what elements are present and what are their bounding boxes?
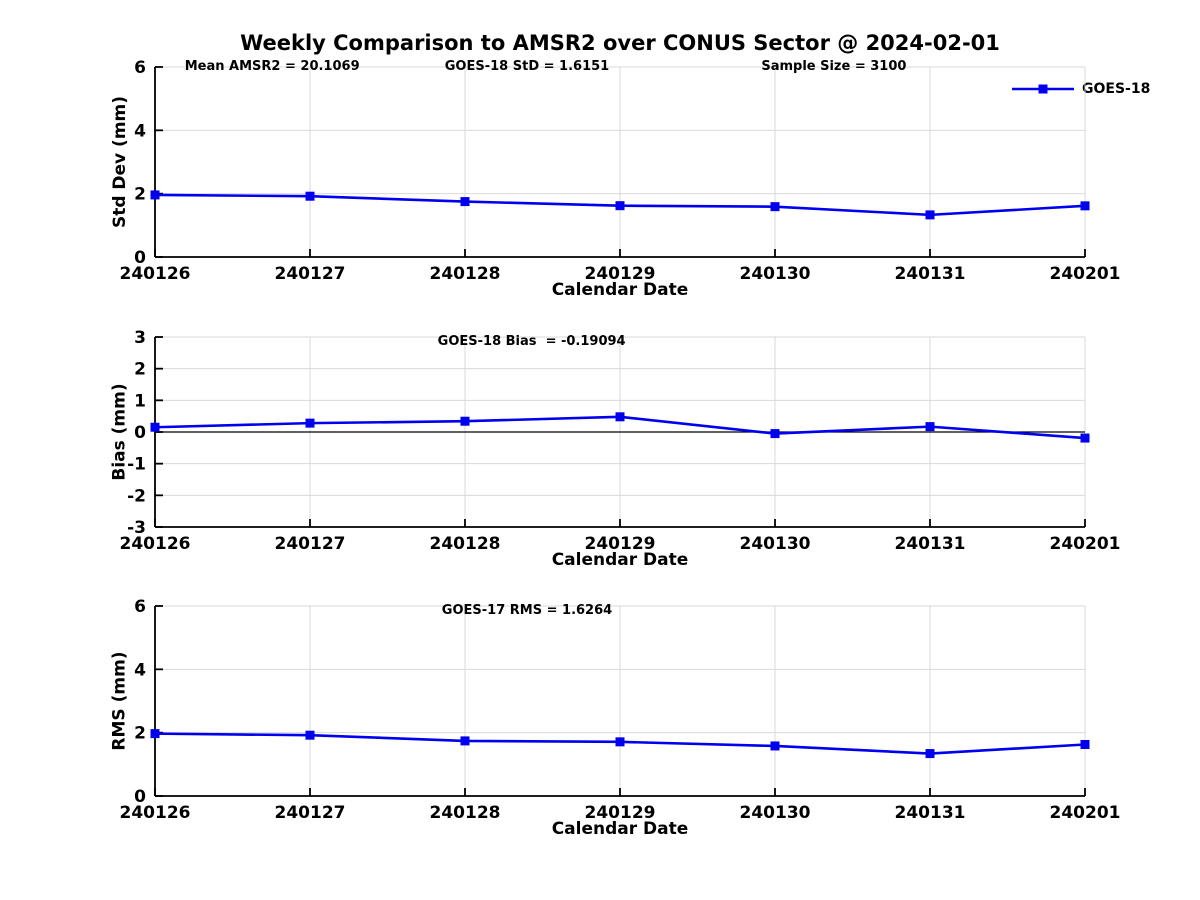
y-axis-label: Std Dev (mm) — [110, 95, 131, 229]
rms-chart: RMS (mm) 0 2 4 6 240126 240127 240128 240129 240… — [110, 597, 1121, 839]
annotation: Mean AMSR2 = 20.1069 — [185, 59, 360, 74]
data-point-marker — [615, 201, 625, 211]
data-point-marker — [460, 416, 470, 426]
y-tick-label: 2 — [134, 360, 146, 380]
x-tick-label: 240128 — [430, 803, 501, 823]
y-tick-label: -3 — [127, 518, 146, 538]
x-tick-label: 240131 — [895, 803, 966, 823]
x-tick-label: 240201 — [1050, 534, 1121, 554]
y-axis-label: RMS (mm) — [110, 651, 131, 751]
x-tick-label: 240130 — [740, 264, 811, 284]
x-axis-label: Calendar Date — [551, 550, 689, 570]
data-point-marker — [925, 210, 935, 220]
x-axis-label: Calendar Date — [551, 819, 689, 839]
y-tick-label: 6 — [134, 58, 146, 78]
y-tick-label: 0 — [134, 423, 146, 443]
data-point-marker — [925, 422, 935, 432]
legend: GOES-18 — [1012, 81, 1150, 97]
data-point-marker — [925, 749, 935, 759]
data-point-marker — [615, 737, 625, 747]
x-tick-label: 240127 — [275, 264, 346, 284]
x-tick-label: 240126 — [120, 803, 191, 823]
rms-plot-area: 0 2 4 6 240126 240127 240128 240129 240130 240131… — [120, 597, 1121, 823]
bias-plot-area: -3 -2 -1 0 1 2 3 240126 240127 240128 240129 240130… — [120, 328, 1121, 554]
x-tick-label: 240129 — [585, 534, 656, 554]
x-tick-label: 240131 — [895, 534, 966, 554]
data-point-marker — [770, 202, 780, 212]
data-point-marker — [770, 429, 780, 439]
y-axis-label-wrap: RMS (mm) — [100, 606, 140, 796]
data-point-marker — [305, 418, 315, 428]
y-tick-label: -1 — [127, 455, 146, 475]
x-tick-label: 240126 — [120, 534, 191, 554]
data-point-marker — [770, 741, 780, 751]
x-tick-label: 240130 — [740, 803, 811, 823]
x-axis-label: Calendar Date — [551, 280, 689, 300]
data-point-marker — [460, 197, 470, 207]
x-tick-label: 240129 — [585, 264, 656, 284]
y-tick-label: 6 — [134, 597, 146, 617]
data-point-marker — [150, 729, 160, 739]
y-tick-label: 0 — [134, 248, 146, 268]
figure-title: Weekly Comparison to AMSR2 over CONUS Se… — [240, 31, 1000, 55]
annotation: GOES-18 StD = 1.6151 — [445, 59, 609, 74]
x-tick-label: 240127 — [275, 803, 346, 823]
data-point-marker — [1080, 433, 1090, 443]
data-point-marker — [1080, 739, 1090, 749]
x-tick-label: 240201 — [1050, 803, 1121, 823]
data-point-marker — [1080, 201, 1090, 211]
data-point-marker — [305, 191, 315, 201]
data-point-marker — [150, 422, 160, 432]
x-tick-label: 240127 — [275, 534, 346, 554]
y-axis-label-wrap: Std Dev (mm) — [100, 67, 140, 257]
legend-line-marker-icon — [1012, 84, 1074, 94]
x-tick-label: 240128 — [430, 534, 501, 554]
y-tick-label: -2 — [127, 486, 146, 506]
x-tick-label: 240131 — [895, 264, 966, 284]
legend-label: GOES-18 — [1082, 81, 1151, 97]
x-tick-label: 240126 — [120, 264, 191, 284]
x-tick-label: 240130 — [740, 534, 811, 554]
x-tick-label: 240201 — [1050, 264, 1121, 284]
annotation: Sample Size = 3100 — [761, 59, 906, 74]
std-dev-plot-area: 0 2 4 6 240126 240127 240128 240129 240130 240131… — [120, 58, 1121, 284]
bias-chart: Bias (mm) -3 -2 -1 0 1 2 3 240126 240127 240128 24… — [110, 328, 1121, 570]
y-tick-label: 1 — [134, 391, 146, 411]
y-tick-label: 0 — [134, 787, 146, 807]
annotation: GOES-18 Bias = -0.19094 — [438, 334, 626, 349]
data-point-marker — [460, 736, 470, 746]
data-point-marker — [305, 730, 315, 740]
y-tick-label: 4 — [134, 660, 146, 680]
annotation: GOES-17 RMS = 1.6264 — [442, 603, 612, 618]
y-tick-label: 2 — [134, 724, 146, 744]
x-tick-label: 240129 — [585, 803, 656, 823]
data-point-marker — [615, 412, 625, 422]
y-tick-label: 2 — [134, 185, 146, 205]
y-tick-label: 3 — [134, 328, 146, 348]
std-dev-chart: Std Dev (mm) 0 2 4 6 240126 240127 240128 24012… — [110, 58, 1121, 300]
y-tick-label: 4 — [134, 121, 146, 141]
data-point-marker — [150, 190, 160, 200]
x-tick-label: 240128 — [430, 264, 501, 284]
